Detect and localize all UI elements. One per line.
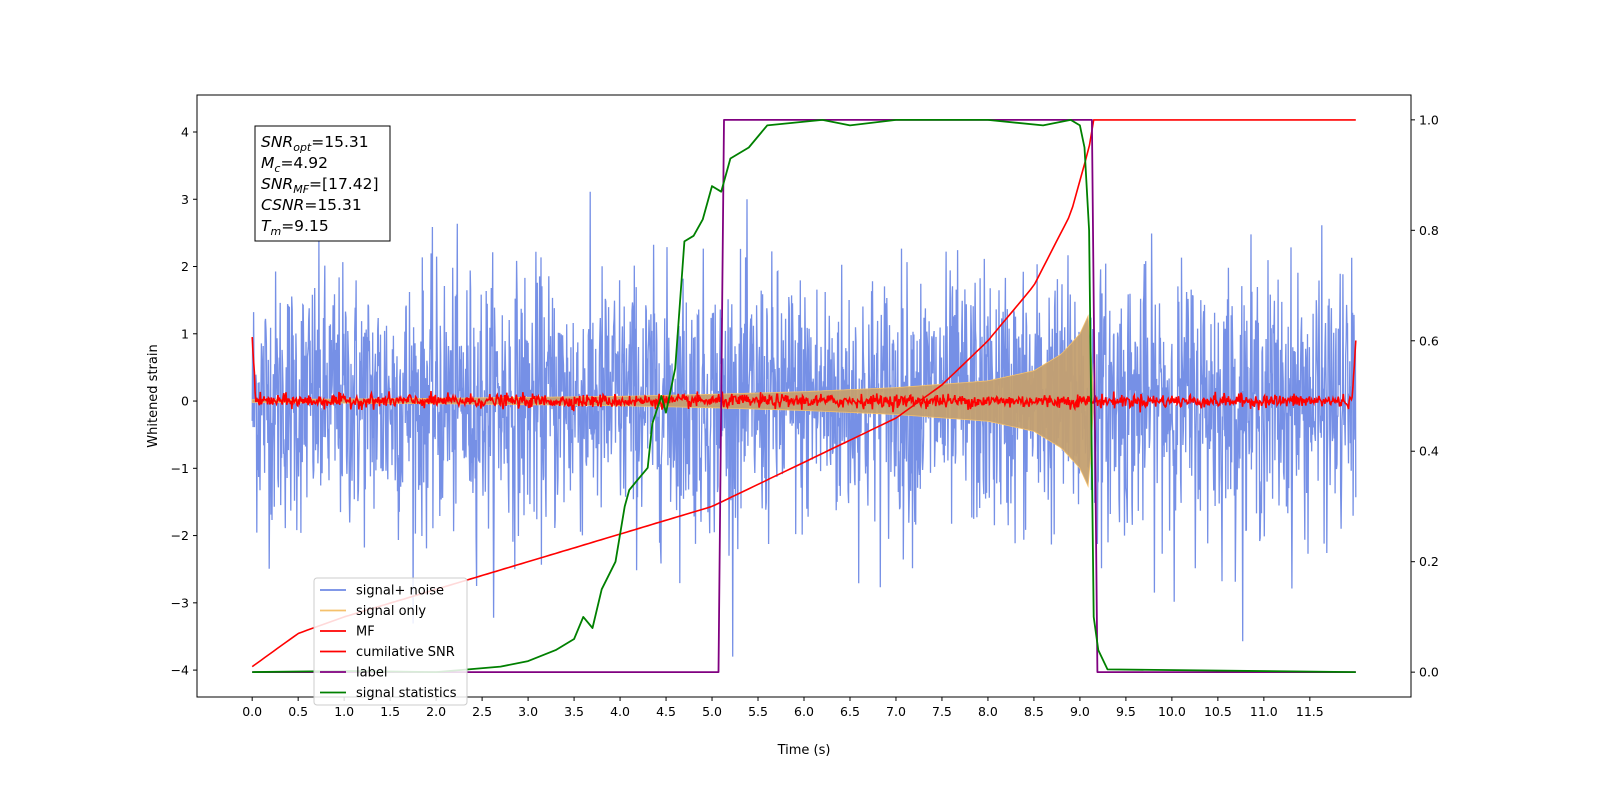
x-tick-label: 7.0 — [886, 704, 906, 719]
legend-item-label: cumilative SNR — [356, 645, 455, 660]
legend: signal+ noise signal only MF cumilative SNR… — [313, 577, 468, 706]
axes-layer: 0.0 0.5 1.0 1.5 2.0 2.5 3.0 3.5 4.0 4.5 5.0 5.5 6.0 6… — [171, 112, 1439, 719]
x-tick-label: 1.5 — [380, 704, 400, 719]
legend-item-label: MF — [356, 625, 375, 640]
x-tick-label: 10.5 — [1204, 704, 1232, 719]
x-tick-label: 11.5 — [1296, 704, 1324, 719]
legend-item-label: signal+ noise — [356, 584, 444, 599]
x-tick-label: 10.0 — [1158, 704, 1186, 719]
y-right-tick-label: 0.8 — [1419, 223, 1439, 238]
y-left-tick-label: −1 — [171, 461, 189, 476]
x-tick-label: 1.0 — [334, 704, 354, 719]
legend-item-label: label — [356, 666, 387, 681]
x-tick-label: 8.0 — [978, 704, 998, 719]
y-right-tick-label: 0.0 — [1419, 665, 1439, 680]
x-tick-label: 3.5 — [564, 704, 584, 719]
x-tick-label: 2.5 — [472, 704, 492, 719]
x-axis-label: Time (s) — [777, 743, 831, 758]
y-left-tick-label: 2 — [181, 259, 189, 274]
x-tick-label: 8.5 — [1024, 704, 1044, 719]
y-right-tick-label: 1.0 — [1419, 112, 1439, 127]
y-left-tick-label: −2 — [171, 528, 189, 543]
annotation-line: CSNR=15.31 — [261, 196, 362, 214]
y-left-tick-label: 4 — [181, 124, 189, 139]
y-left-tick-label: −3 — [171, 595, 189, 610]
annotation-line: SNRopt=15.31 — [261, 133, 369, 154]
annotation-line: Tm=9.15 — [261, 217, 329, 238]
y-left-tick-label: 1 — [181, 326, 189, 341]
x-tick-label: 0.5 — [288, 704, 308, 719]
y-right-tick-label: 0.6 — [1419, 333, 1439, 348]
x-tick-label: 9.0 — [1070, 704, 1090, 719]
x-tick-label: 6.0 — [794, 704, 814, 719]
x-tick-label: 0.0 — [242, 704, 262, 719]
series-mf — [251, 337, 1357, 413]
x-tick-label: 2.0 — [426, 704, 446, 719]
x-tick-label: 6.5 — [840, 704, 860, 719]
x-tick-label: 9.5 — [1116, 704, 1136, 719]
y-left-tick-label: −4 — [171, 663, 189, 678]
x-tick-label: 4.0 — [610, 704, 630, 719]
x-tick-label: 3.0 — [518, 704, 538, 719]
y-left-tick-label: 3 — [181, 192, 189, 207]
series-signal-statistics — [252, 119, 1356, 673]
y-right-tick-label: 0.2 — [1419, 554, 1439, 569]
legend-frame — [313, 577, 468, 706]
y-left-tick-label: 0 — [181, 394, 189, 409]
data-layer — [251, 119, 1357, 673]
annotation-line: Mc=4.92 — [261, 154, 328, 175]
y-axis-label: Whitened strain — [146, 344, 161, 447]
x-tick-label: 5.5 — [748, 704, 768, 719]
y-right-tick-label: 0.4 — [1419, 444, 1439, 459]
annotation-line: SNRMF=[17.42] — [261, 175, 379, 196]
annotation-frame — [254, 125, 391, 242]
legend-item-label: signal only — [356, 604, 426, 619]
x-tick-label: 5.0 — [702, 704, 722, 719]
annotation-box: SNRopt=15.31Mc=4.92SNRMF=[17.42]CSNR=15.… — [254, 125, 391, 242]
x-tick-label: 7.5 — [932, 704, 952, 719]
x-tick-label: 11.0 — [1250, 704, 1278, 719]
x-tick-label: 4.5 — [656, 704, 676, 719]
legend-item-label: signal statistics — [356, 686, 457, 701]
